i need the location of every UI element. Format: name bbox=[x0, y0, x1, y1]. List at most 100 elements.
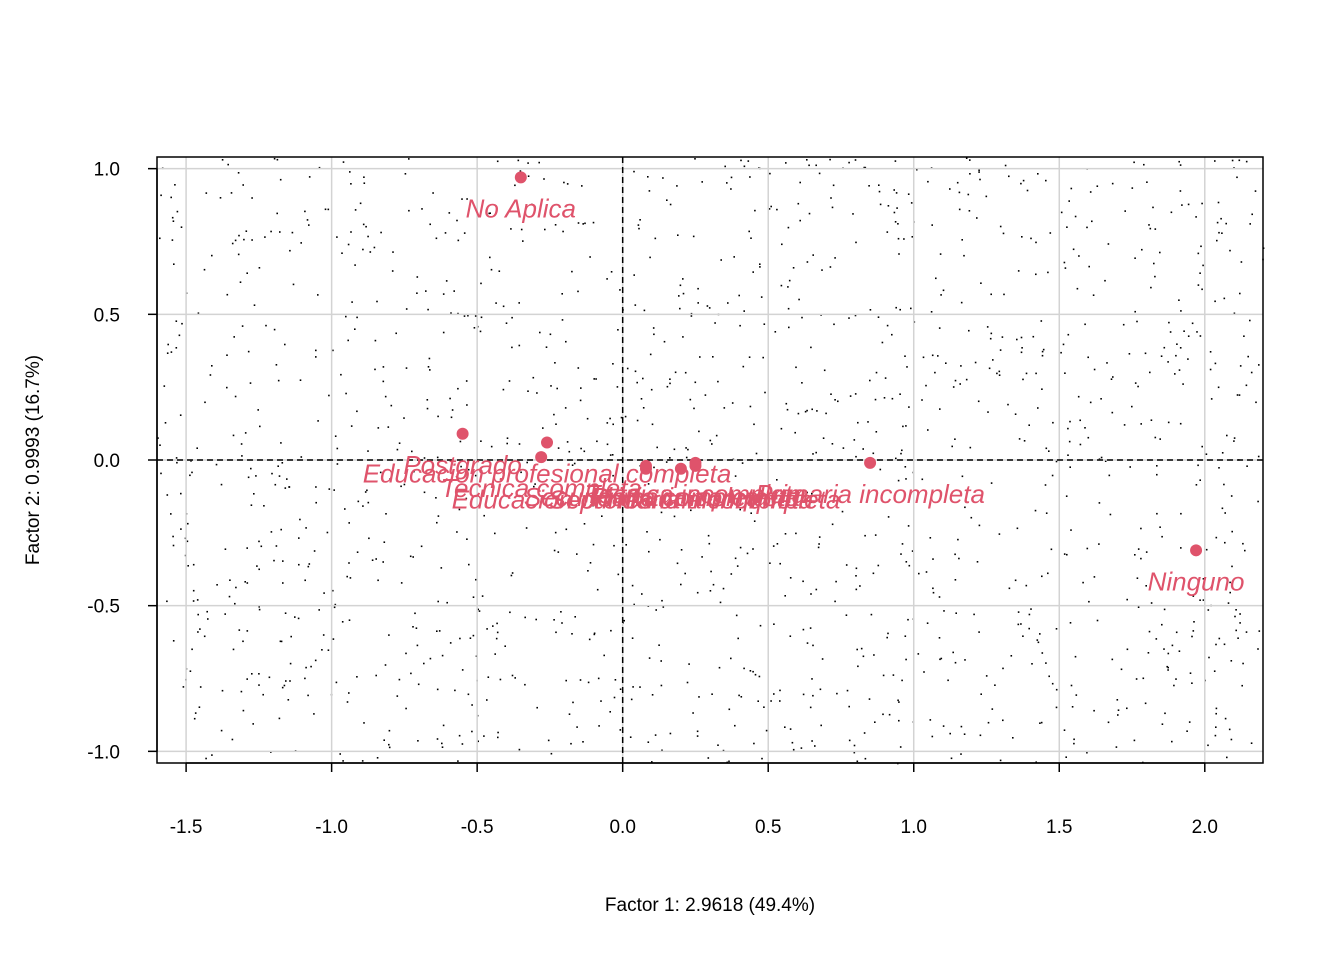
background-point bbox=[197, 613, 199, 616]
point-label: Primaria completa bbox=[591, 482, 801, 512]
background-point bbox=[566, 441, 569, 443]
background-point bbox=[274, 483, 277, 486]
background-point bbox=[1175, 354, 1177, 357]
background-point bbox=[573, 462, 576, 465]
background-point bbox=[175, 320, 178, 322]
background-point bbox=[911, 550, 914, 552]
background-point bbox=[174, 184, 176, 186]
background-point bbox=[1178, 369, 1181, 371]
background-point bbox=[617, 573, 620, 576]
background-point bbox=[489, 212, 491, 214]
background-point bbox=[696, 730, 699, 733]
background-point bbox=[811, 740, 813, 742]
background-point bbox=[647, 176, 649, 178]
background-point bbox=[905, 658, 907, 661]
background-point bbox=[961, 475, 964, 478]
background-point bbox=[818, 536, 821, 538]
background-point bbox=[686, 681, 689, 684]
background-point bbox=[833, 323, 835, 326]
background-point bbox=[252, 723, 254, 725]
background-point bbox=[741, 462, 744, 464]
background-point bbox=[739, 508, 741, 511]
background-point bbox=[1199, 599, 1201, 601]
background-point bbox=[1241, 684, 1243, 687]
background-point bbox=[349, 577, 352, 579]
background-point bbox=[610, 271, 613, 273]
background-point bbox=[950, 757, 953, 760]
background-point bbox=[1231, 159, 1234, 162]
background-point bbox=[910, 307, 912, 310]
background-point bbox=[1195, 216, 1197, 218]
background-point bbox=[743, 310, 745, 312]
background-point bbox=[518, 302, 520, 304]
background-point bbox=[857, 421, 859, 424]
background-point bbox=[634, 304, 637, 306]
background-point bbox=[878, 190, 881, 193]
background-point bbox=[597, 677, 600, 680]
background-point bbox=[666, 199, 668, 201]
background-point bbox=[674, 371, 677, 374]
background-point bbox=[246, 678, 248, 680]
background-point bbox=[262, 693, 264, 696]
background-point bbox=[818, 543, 820, 545]
background-point bbox=[1111, 411, 1114, 414]
background-point bbox=[730, 573, 733, 575]
background-point bbox=[160, 194, 162, 197]
background-point bbox=[388, 743, 390, 746]
background-point bbox=[354, 328, 356, 330]
background-point bbox=[739, 324, 741, 327]
background-point bbox=[180, 492, 182, 495]
background-point bbox=[384, 395, 387, 398]
background-point bbox=[878, 184, 880, 186]
background-point bbox=[1187, 335, 1190, 337]
background-point bbox=[592, 543, 595, 546]
background-point bbox=[1086, 226, 1088, 229]
background-point bbox=[723, 407, 726, 409]
background-point bbox=[216, 584, 218, 586]
x-tick-label: -1.0 bbox=[315, 817, 348, 838]
background-point bbox=[1180, 512, 1182, 515]
background-point bbox=[426, 399, 429, 401]
background-point bbox=[496, 160, 499, 163]
background-point bbox=[884, 377, 887, 379]
background-point bbox=[1022, 179, 1025, 182]
background-point bbox=[834, 600, 836, 603]
background-point bbox=[1175, 631, 1178, 634]
background-point bbox=[864, 757, 867, 760]
background-point bbox=[1180, 310, 1182, 312]
background-point bbox=[368, 537, 370, 540]
background-point bbox=[1242, 542, 1244, 545]
background-point bbox=[1065, 756, 1067, 758]
background-point bbox=[382, 380, 385, 383]
background-point bbox=[256, 565, 258, 567]
background-point bbox=[459, 440, 462, 443]
background-point bbox=[157, 437, 159, 439]
background-point bbox=[593, 633, 596, 636]
background-point bbox=[759, 624, 762, 627]
background-point bbox=[938, 327, 941, 329]
background-point bbox=[1171, 740, 1173, 743]
background-point bbox=[313, 550, 316, 552]
background-point bbox=[1215, 643, 1217, 646]
background-point bbox=[616, 386, 619, 388]
background-point bbox=[842, 447, 845, 449]
background-point bbox=[945, 362, 947, 364]
background-point bbox=[776, 479, 778, 481]
background-point bbox=[1070, 529, 1072, 531]
background-point bbox=[356, 551, 359, 553]
background-point bbox=[1131, 405, 1133, 408]
background-point bbox=[1245, 384, 1248, 387]
background-point bbox=[554, 362, 556, 364]
background-point bbox=[250, 467, 252, 470]
background-point bbox=[1230, 495, 1233, 497]
background-point bbox=[582, 741, 584, 743]
background-point bbox=[339, 753, 341, 755]
background-point bbox=[398, 442, 401, 444]
background-point bbox=[815, 588, 818, 591]
background-point bbox=[812, 694, 814, 697]
background-point bbox=[663, 340, 666, 343]
background-point bbox=[425, 290, 427, 292]
background-point bbox=[233, 336, 235, 338]
background-point bbox=[954, 553, 956, 556]
